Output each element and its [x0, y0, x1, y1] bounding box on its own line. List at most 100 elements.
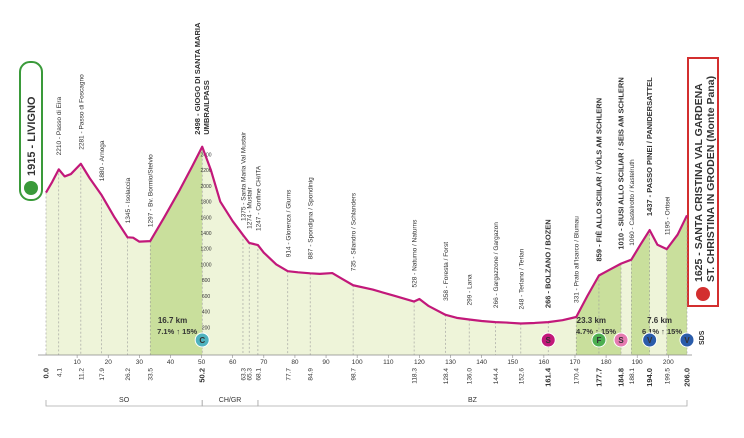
- km-label: 161.4: [544, 367, 553, 387]
- climb-length: 23.3 km: [577, 316, 606, 325]
- km-label: 188.1: [629, 368, 636, 385]
- x-tick-label: 30: [136, 359, 144, 366]
- region-bracket: [257, 400, 688, 407]
- climb-gradient: 4.7% ↑ 15%: [576, 327, 616, 336]
- region-label: SO: [119, 397, 130, 404]
- waypoint-label: 266 - Gargazzone / Gargazon: [493, 222, 500, 308]
- waypoint-label: 2210 - Passo di Eira: [56, 96, 63, 155]
- start-box: [19, 61, 43, 201]
- y-tick-label: 2200: [200, 168, 211, 174]
- waypoint-label: 266 - BOLZANO / BOZEN: [544, 219, 553, 308]
- profile-area: [46, 146, 687, 355]
- km-label: 184.8: [617, 368, 626, 387]
- x-tick-label: 100: [352, 359, 363, 366]
- y-tick-label: 200: [202, 325, 211, 331]
- start-label: 1915 - LIVIGNO: [26, 96, 38, 176]
- category-icon: [540, 332, 556, 348]
- km-label: 199.5: [664, 368, 671, 385]
- km-label: 0.0: [42, 368, 51, 378]
- x-tick-label: 190: [632, 359, 643, 366]
- x-tick-label: 20: [105, 359, 113, 366]
- x-tick-label: 140: [476, 359, 487, 366]
- waypoint-label-2: UMBRAILPASS: [202, 80, 211, 134]
- y-tick-label: 1800: [200, 200, 211, 206]
- y-tick-label: 400: [202, 310, 211, 316]
- y-tick-label: 800: [202, 278, 211, 284]
- km-label: 206.0: [683, 368, 692, 387]
- x-tick-label: 160: [538, 359, 549, 366]
- km-label: 50.2: [198, 368, 207, 383]
- km-label: 152.6: [518, 368, 525, 385]
- waypoint-label: 1195 - Ortisei: [664, 197, 671, 236]
- waypoint-label: 1880 - Arnoga: [99, 140, 106, 181]
- category-icon: [613, 332, 629, 348]
- waypoint-label: 914 - Glorenza / Glurns: [285, 189, 292, 257]
- km-label: 63.3: [240, 368, 247, 381]
- category-icon: [679, 332, 695, 348]
- waypoint-label: 358 - Foresta / Forst: [443, 242, 450, 301]
- x-tick-label: 50: [198, 359, 206, 366]
- logo: SDS: [699, 330, 706, 345]
- km-label: 11.2: [78, 368, 85, 381]
- y-tick-label: 2000: [200, 184, 211, 190]
- waypoint-label: 2498 - GIOGO DI SANTA MARIA: [193, 22, 202, 135]
- category-letter: F: [596, 336, 601, 345]
- y-tick-label: 1400: [200, 231, 211, 237]
- km-label: 194.0: [645, 368, 654, 387]
- waypoint-label: 248 - Terlano / Terlan: [518, 248, 525, 309]
- km-label: 144.4: [493, 368, 500, 385]
- finish-box: [687, 57, 719, 307]
- waypoint-label: 1297 - Bv. Bormio/Stelvio: [148, 154, 155, 227]
- km-label: 65.3: [247, 368, 254, 381]
- finish-label: 1625 - SANTA CRISTINA VAL GARDENA: [693, 83, 705, 282]
- climb-area: [150, 146, 203, 355]
- climb-length: 7.6 km: [647, 316, 672, 325]
- km-label: 170.4: [574, 368, 581, 385]
- category-icon: [194, 332, 210, 348]
- y-tick-label: 600: [202, 294, 211, 300]
- x-tick-label: 70: [260, 359, 268, 366]
- km-label: 84.9: [308, 368, 315, 381]
- waypoint-label: 331 - Prato all'Isarco / Blumau: [574, 216, 581, 303]
- x-tick-label: 90: [322, 359, 330, 366]
- x-tick-label: 200: [663, 359, 674, 366]
- category-letter: V: [684, 336, 690, 345]
- climb-area: [631, 230, 650, 355]
- category-letter: V: [647, 336, 653, 345]
- start-icon: [24, 181, 38, 195]
- x-tick-label: 150: [507, 359, 518, 366]
- category-letter: C: [199, 336, 205, 345]
- category-letter: S: [546, 336, 552, 345]
- climb-gradient: 7.1% ↑ 15%: [157, 327, 197, 336]
- climb-gradient: 6.1% ↑ 15%: [642, 327, 682, 336]
- waypoint-label: 1345 - Isolaccia: [125, 177, 132, 223]
- x-tick-label: 10: [73, 359, 81, 366]
- km-label: 26.2: [125, 368, 132, 381]
- x-tick-label: 170: [570, 359, 581, 366]
- y-tick-label: 1200: [200, 247, 211, 253]
- km-label: 33.5: [148, 368, 155, 381]
- x-tick-label: 130: [445, 359, 456, 366]
- x-tick-label: 40: [167, 359, 175, 366]
- x-tick-label: 120: [414, 359, 425, 366]
- x-tick-label: 110: [383, 359, 394, 366]
- km-label: 118.3: [412, 368, 419, 384]
- x-tick-label: 180: [601, 359, 612, 366]
- waypoint-label: 528 - Naturno / Naturns: [412, 219, 419, 288]
- category-letter: S: [618, 336, 624, 345]
- category-icon: [591, 332, 607, 348]
- km-label: 68.1: [255, 368, 262, 381]
- km-label: 177.7: [594, 368, 603, 387]
- category-icon: [642, 332, 658, 348]
- waypoint-label: 887 - Spondigna / Spondinig: [308, 177, 315, 259]
- waypoint-label: 1247 - Confine CH/ITA: [255, 165, 262, 231]
- waypoint-label: 1274 - Mustair: [247, 187, 254, 229]
- km-label: 17.9: [99, 368, 106, 381]
- waypoint-label: 859 - FIÈ ALLO SCIILAR / VÖLS AM SCHLERN: [594, 98, 603, 262]
- km-label: 4.1: [56, 368, 63, 377]
- climb-area: [576, 263, 622, 355]
- finish-icon: [696, 287, 710, 301]
- waypoint-label: 2281 - Passo di Foscagno: [78, 74, 85, 150]
